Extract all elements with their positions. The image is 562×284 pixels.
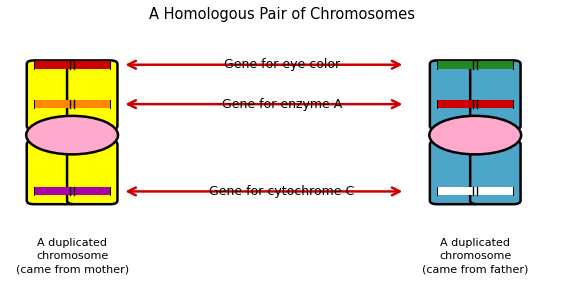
FancyBboxPatch shape <box>470 141 520 204</box>
FancyBboxPatch shape <box>470 60 520 130</box>
FancyBboxPatch shape <box>430 141 481 204</box>
FancyBboxPatch shape <box>67 141 117 204</box>
Text: A duplicated
chromosome
(came from father): A duplicated chromosome (came from fathe… <box>422 238 528 274</box>
FancyBboxPatch shape <box>437 187 513 195</box>
Ellipse shape <box>429 116 521 154</box>
Text: A Homologous Pair of Chromosomes: A Homologous Pair of Chromosomes <box>149 7 415 22</box>
FancyBboxPatch shape <box>34 100 110 108</box>
FancyBboxPatch shape <box>67 60 117 130</box>
Text: Gene for cytochrome C: Gene for cytochrome C <box>210 185 355 198</box>
FancyBboxPatch shape <box>34 61 110 69</box>
Text: Gene for enzyme A: Gene for enzyme A <box>222 98 342 111</box>
FancyBboxPatch shape <box>437 61 513 69</box>
Ellipse shape <box>26 116 118 154</box>
FancyBboxPatch shape <box>34 187 110 195</box>
FancyBboxPatch shape <box>27 60 77 130</box>
Text: Gene for eye color: Gene for eye color <box>224 58 340 71</box>
Text: A duplicated
chromosome
(came from mother): A duplicated chromosome (came from mothe… <box>16 238 129 274</box>
FancyBboxPatch shape <box>27 141 77 204</box>
FancyBboxPatch shape <box>430 60 481 130</box>
FancyBboxPatch shape <box>437 100 513 108</box>
